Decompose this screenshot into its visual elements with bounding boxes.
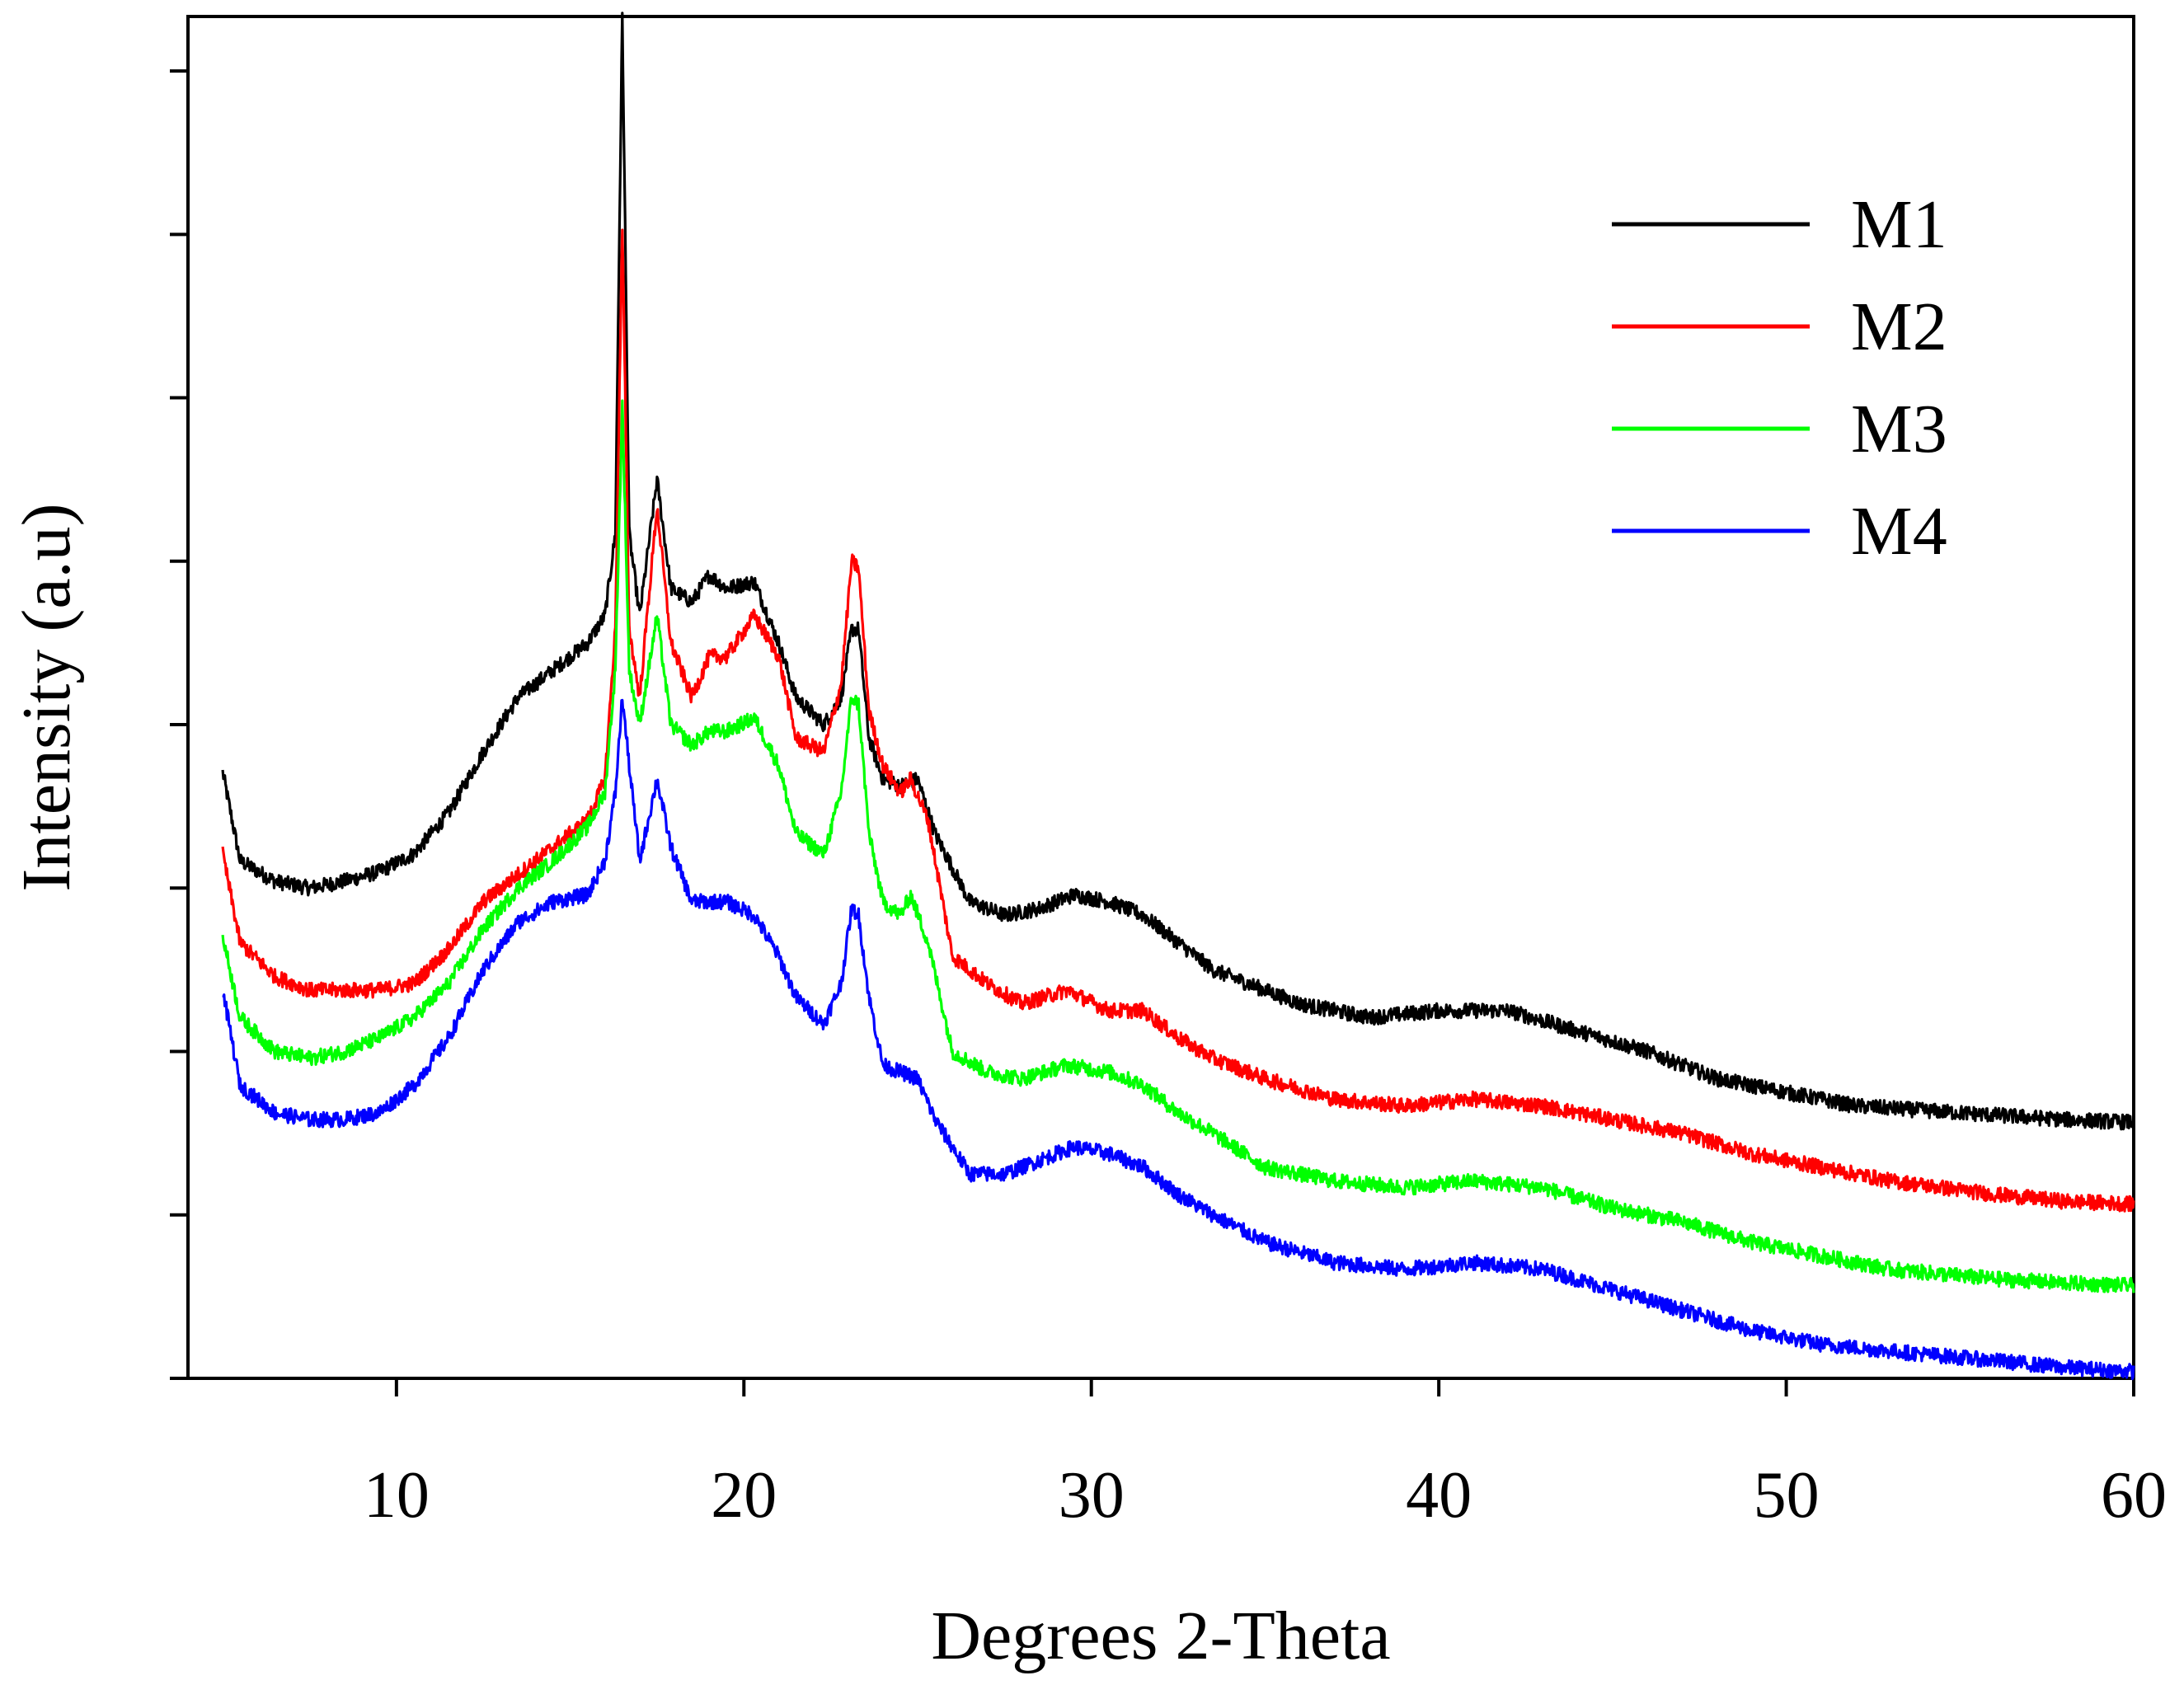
series-layer — [221, 12, 2135, 1381]
legend-label-m1: M1 — [1851, 186, 1947, 263]
x-tick-label-30: 30 — [1059, 1459, 1125, 1532]
series-line-m2 — [221, 228, 2135, 1213]
x-axis-title: Degrees 2-Theta — [931, 1598, 1390, 1674]
series-line-m3 — [221, 399, 2135, 1293]
legend: M1 M2 M3 M4 — [1612, 186, 1947, 570]
plot-frame — [186, 15, 2135, 1380]
x-tick-label-40: 40 — [1406, 1459, 1472, 1532]
x-tick-label-10: 10 — [364, 1459, 430, 1532]
legend-label-m2: M2 — [1851, 289, 1947, 365]
y-axis-ticks — [170, 69, 188, 1380]
x-axis-ticks: 10 20 30 40 50 60 — [364, 1378, 2167, 1532]
legend-label-m3: M3 — [1851, 391, 1947, 467]
y-axis-title: Intensity (a.u) — [8, 503, 85, 891]
series-line-m4 — [222, 698, 2135, 1381]
legend-label-m4: M4 — [1851, 493, 1947, 570]
series-line-m1 — [221, 12, 2135, 1131]
x-tick-label-60: 60 — [2101, 1459, 2167, 1532]
x-tick-label-50: 50 — [1754, 1459, 1820, 1532]
x-tick-label-20: 20 — [711, 1459, 777, 1532]
